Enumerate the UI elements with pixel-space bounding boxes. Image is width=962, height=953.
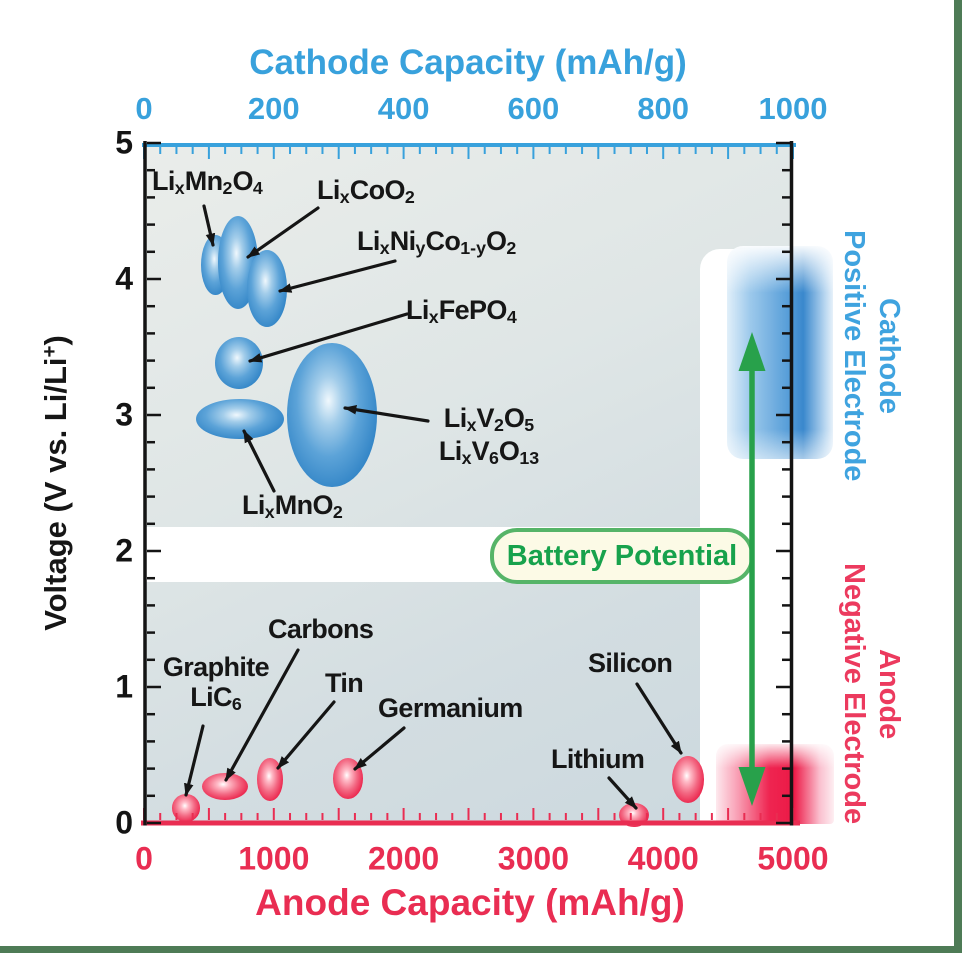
label-lixcoo2: LixCoO2: [317, 175, 415, 207]
bottom-tick-label-5000: 5000: [757, 840, 829, 877]
label-lixv2o5-lixv6o13: LixV2O5 LixV6O13: [438, 403, 540, 468]
left-tick-label-4: 4: [115, 260, 133, 297]
bottom-tick-label-3000: 3000: [497, 840, 569, 877]
label-silicon: Silicon: [588, 648, 673, 678]
top-tick-label-800: 800: [637, 91, 690, 126]
anode-side-line1: Anode: [873, 648, 905, 740]
battery-potential-label: Battery Potential: [506, 539, 738, 572]
top-tick-label-400: 400: [377, 91, 430, 126]
anode-ellipse-5: [671, 756, 704, 803]
cathode-side-label: Cathode Positive Electrode: [836, 225, 906, 487]
bottom-tick-label-4000: 4000: [627, 840, 699, 877]
label-lixmn2o4: LixMn2O4: [152, 166, 263, 198]
label-tin: Tin: [325, 668, 364, 698]
label-lixmno2: LixMnO2: [242, 490, 343, 522]
left-tick-label-5: 5: [115, 124, 133, 161]
left-tick-label-3: 3: [115, 396, 133, 433]
frame-border-bottom: [0, 946, 962, 953]
bottom-tick-label-1000: 1000: [238, 840, 310, 877]
label-carbons: Carbons: [268, 614, 374, 644]
anode-electrode-gradient-block: [716, 744, 834, 824]
frame-border-right: [954, 0, 962, 953]
anode-side-label: Anode Negative Electrode: [836, 555, 906, 833]
bottom-tick-label-2000: 2000: [368, 840, 440, 877]
top-axis-title: Cathode Capacity (mAh/g): [249, 43, 687, 82]
bottom-axis-title: Anode Capacity (mAh/g): [255, 882, 685, 923]
label-germanium: Germanium: [378, 693, 523, 723]
left-tick-label-2: 2: [115, 532, 133, 569]
cathode-side-line2: Positive Electrode: [838, 230, 870, 482]
top-tick-label-200: 200: [247, 91, 300, 126]
left-tick-label-0: 0: [115, 804, 133, 841]
cathode-side-line1: Cathode: [873, 298, 905, 414]
y-axis-title: Voltage (V vs. Li/Li+): [37, 335, 74, 631]
battery-potential-badge: Battery Potential: [490, 528, 754, 584]
top-tick-label-1000: 1000: [758, 91, 828, 126]
label-lixniycoo2: LixNiyCo1-yO2: [357, 226, 517, 258]
left-tick-label-1: 1: [115, 668, 133, 705]
top-tick-label-600: 600: [507, 91, 560, 126]
label-lithium: Lithium: [551, 744, 645, 774]
top-tick-label-0: 0: [135, 91, 153, 126]
label-lixfepo4: LixFePO4: [406, 295, 517, 327]
bottom-tick-label-0: 0: [135, 840, 153, 877]
anode-side-line2: Negative Electrode: [838, 563, 870, 825]
label-graphite-lic6: Graphite LiC6: [162, 652, 270, 715]
